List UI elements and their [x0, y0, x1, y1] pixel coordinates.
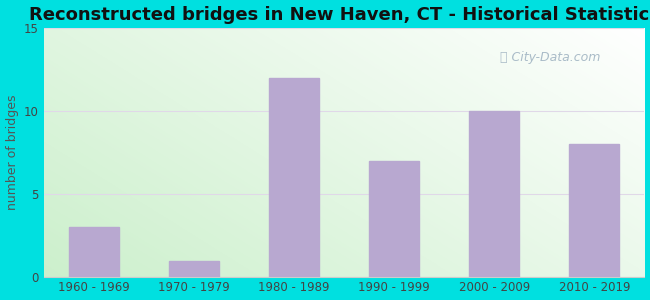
Bar	[569, 144, 619, 277]
Bar	[469, 111, 519, 277]
Bar	[169, 261, 219, 277]
Text: ⓘ City-Data.com: ⓘ City-Data.com	[500, 51, 601, 64]
Bar	[269, 78, 319, 277]
Bar	[369, 161, 419, 277]
Y-axis label: number of bridges: number of bridges	[6, 95, 19, 210]
Title: Reconstructed bridges in New Haven, CT - Historical Statistics: Reconstructed bridges in New Haven, CT -…	[29, 6, 650, 24]
Bar	[69, 227, 119, 277]
